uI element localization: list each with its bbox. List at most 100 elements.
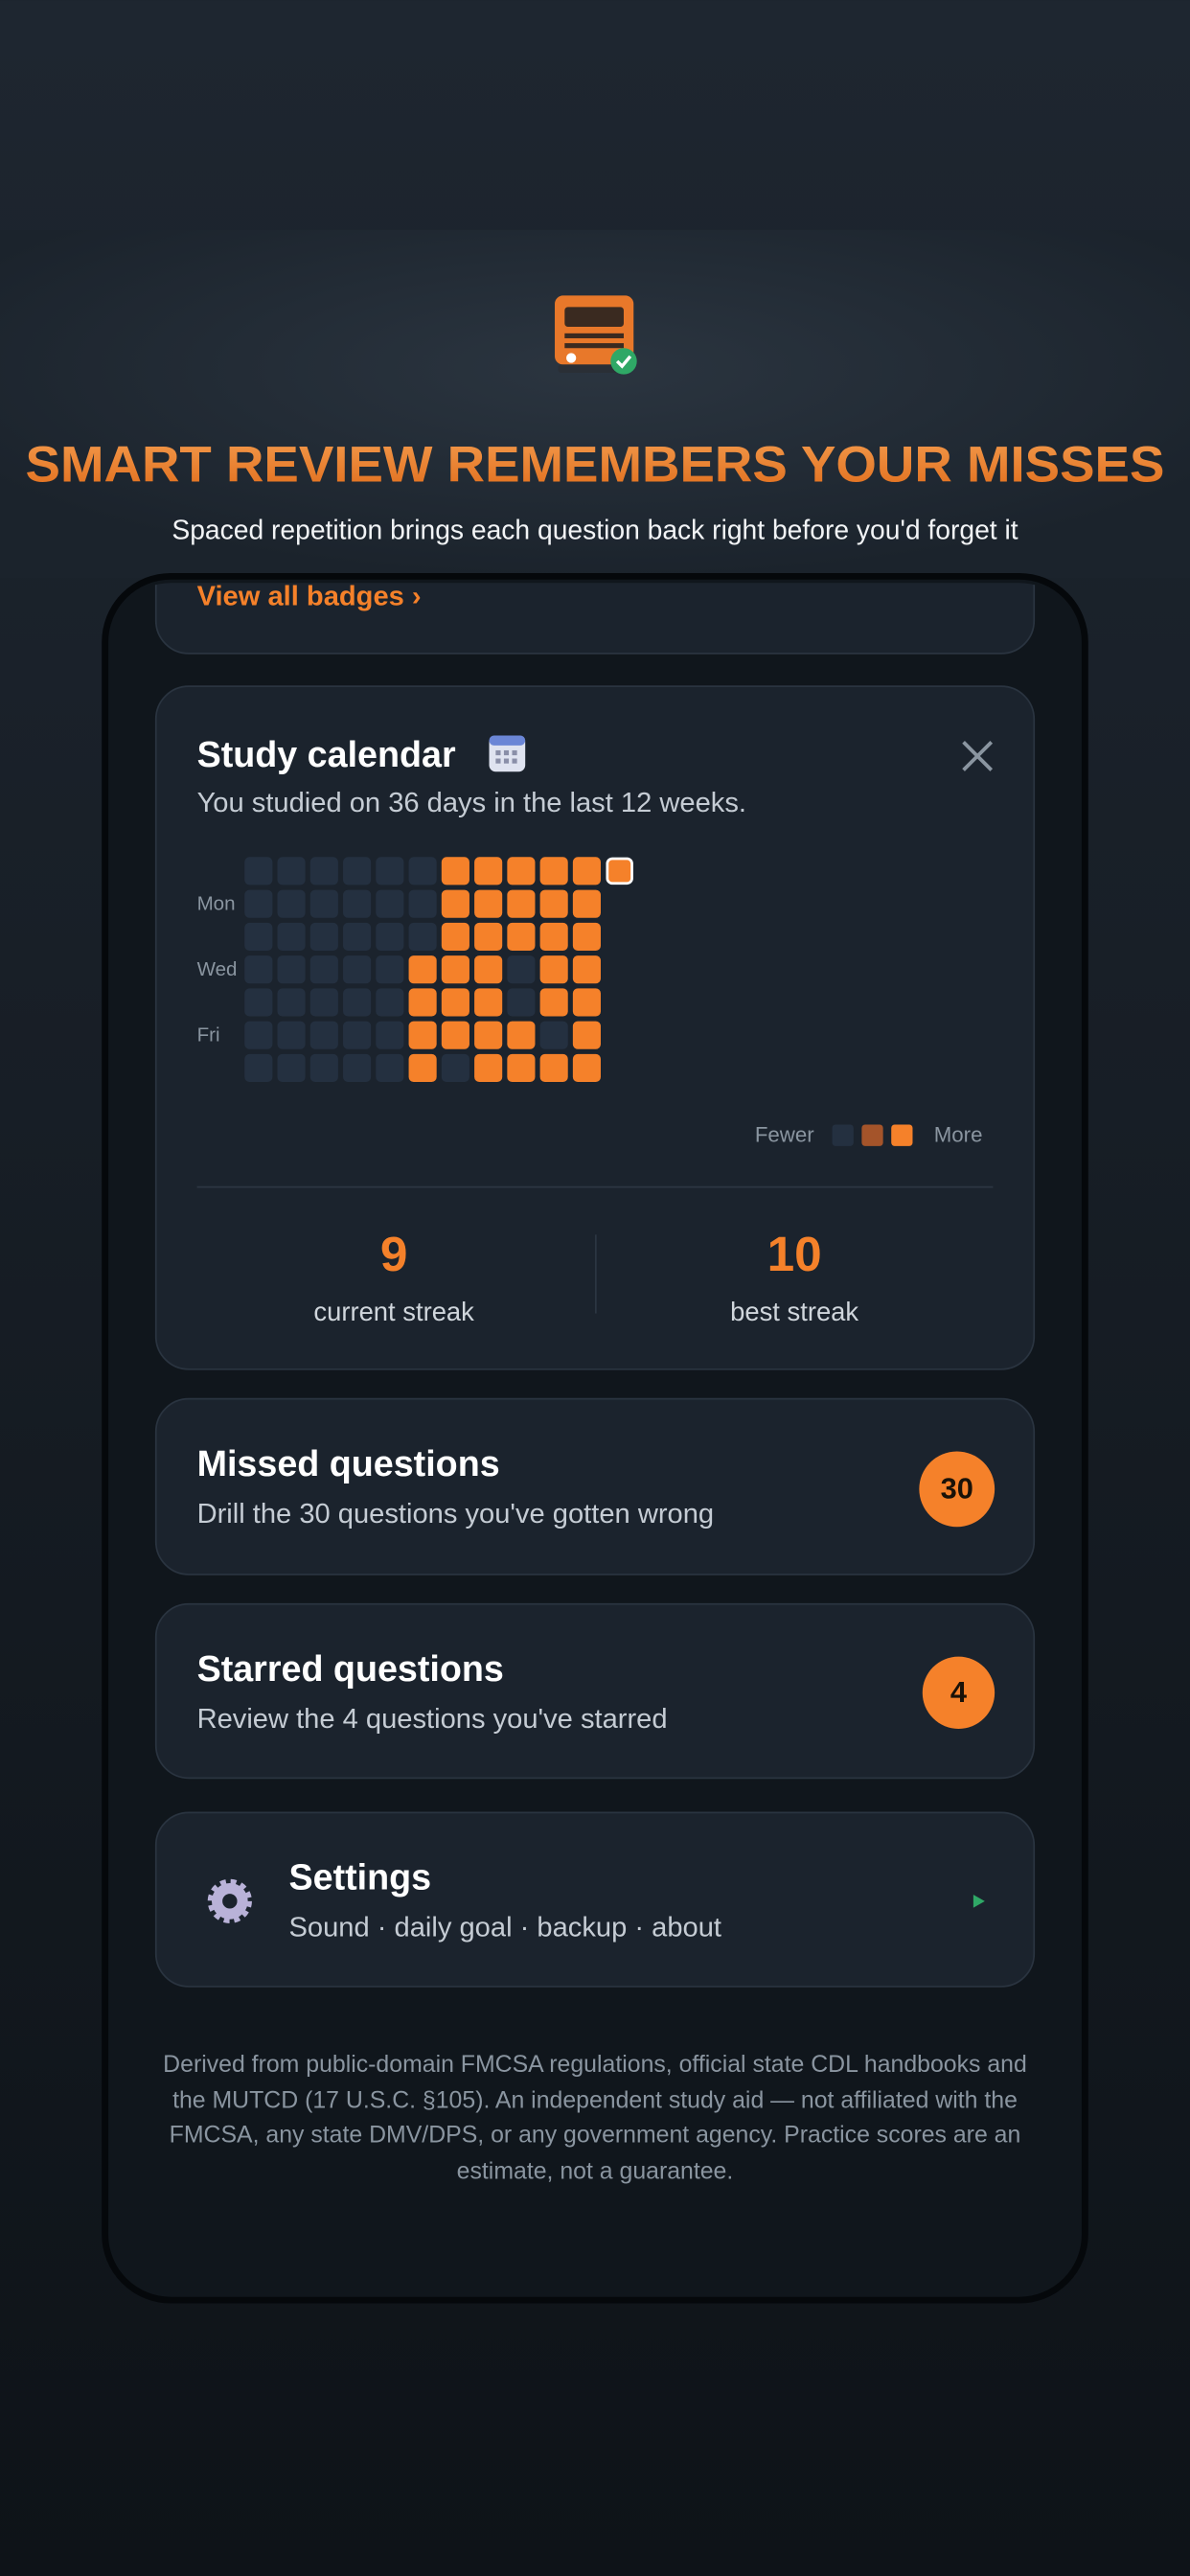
- day-cell: [343, 857, 372, 886]
- missed-card[interactable]: [154, 1397, 1036, 1576]
- day-cell: [376, 988, 404, 1017]
- day-cell: [244, 988, 273, 1017]
- starred-card[interactable]: [154, 1602, 1036, 1780]
- day-cell: [408, 988, 437, 1017]
- badges-card: [154, 583, 1036, 655]
- chevron: [973, 1894, 985, 1908]
- day-cell: [408, 922, 437, 951]
- phone-content: View all badges › Study calendar You stu…: [154, 581, 1036, 2185]
- day-cell: [441, 955, 469, 984]
- badges-link[interactable]: View all badges ›: [197, 581, 422, 611]
- day-cell: [244, 1021, 273, 1049]
- count: 4: [950, 1675, 967, 1709]
- day-cell: [474, 988, 503, 1017]
- gear-icon: [207, 1878, 252, 1923]
- day-cell: [309, 1021, 338, 1049]
- day-cell: [408, 857, 437, 886]
- day-cell: [309, 1053, 338, 1083]
- legend-swatch: [861, 1124, 883, 1146]
- day-cell: [408, 889, 437, 918]
- day-cell: [309, 988, 338, 1017]
- day-cell: [343, 955, 372, 984]
- day-cell: [376, 922, 404, 951]
- settings-subtitle: Sound · daily goal · backup · about: [289, 1913, 721, 1944]
- day-cell: [539, 889, 568, 918]
- day-cell: [441, 922, 469, 951]
- day-cell: [572, 922, 601, 951]
- day-cell: [474, 857, 503, 886]
- count: 30: [941, 1472, 973, 1506]
- calendar-icon: [489, 735, 526, 772]
- day-cell: [376, 1021, 404, 1049]
- day-cell: [572, 1021, 601, 1049]
- card-title: Missed questions: [197, 1443, 500, 1484]
- day-cell: [309, 889, 338, 918]
- day-cell: [474, 1053, 503, 1083]
- stat-label: best streak: [730, 1297, 858, 1326]
- day-cell: [376, 1053, 404, 1083]
- day-cell: [441, 1053, 469, 1083]
- day-cell: [277, 955, 306, 984]
- day-cell: [244, 857, 273, 886]
- day-cell: [441, 988, 469, 1017]
- day-cell: [572, 988, 601, 1017]
- card-subtitle: Drill the 30 questions you've gotten wro…: [197, 1499, 715, 1530]
- day-label: Mon: [197, 892, 236, 914]
- day-cell: [244, 1053, 273, 1083]
- footer-box: Derived from public-domain FMCSA regulat…: [163, 2052, 1027, 2185]
- day-cell: [539, 1021, 568, 1049]
- day-cell: [507, 955, 536, 984]
- close-button[interactable]: [962, 741, 994, 771]
- subheadline: Spaced repetition brings each question b…: [172, 515, 1018, 545]
- calendar-title: Study calendar: [197, 734, 456, 774]
- card-subtitle: Review the 4 questions you've starred: [197, 1704, 668, 1735]
- calendar-summary: You studied on 36 days in the last 12 we…: [197, 788, 746, 818]
- day-cell: [244, 922, 273, 951]
- day-cell: [474, 1021, 503, 1049]
- day-cell: [474, 955, 503, 984]
- day-cell: [408, 1021, 437, 1049]
- day-cell: [376, 889, 404, 918]
- stat-value: 9: [380, 1226, 408, 1281]
- day-cell: [376, 955, 404, 984]
- day-cell: [343, 1053, 372, 1083]
- day-cell: [539, 1053, 568, 1083]
- day-cell: [244, 889, 273, 918]
- day-cell: [309, 857, 338, 886]
- day-cell: [539, 922, 568, 951]
- day-label: Wed: [197, 958, 238, 980]
- day-cell: [572, 857, 601, 886]
- day-cell: [309, 955, 338, 984]
- legend-low: Fewer: [755, 1122, 814, 1146]
- day-cell: [507, 857, 536, 886]
- settings-title: Settings: [289, 1857, 432, 1898]
- legend: [832, 1124, 913, 1146]
- day-cell: [343, 988, 372, 1017]
- header-band: [0, 229, 1190, 579]
- day-cell: [539, 988, 568, 1017]
- footer: Derived from public-domain FMCSA regulat…: [163, 2052, 1027, 2185]
- card-title: Starred questions: [197, 1648, 504, 1689]
- legend-swatch: [832, 1124, 854, 1146]
- day-cell: [244, 955, 273, 984]
- stat-value: 10: [767, 1226, 822, 1281]
- day-cell: [343, 922, 372, 951]
- day-cell: [277, 857, 306, 886]
- day-cell: [343, 1021, 372, 1049]
- day-cell: [277, 988, 306, 1017]
- day-cell: [474, 922, 503, 951]
- day-cell: [572, 955, 601, 984]
- day-cell: [507, 922, 536, 951]
- day-cell: [572, 1053, 601, 1083]
- headline: SMART REVIEW REMEMBERS YOUR MISSES: [26, 436, 1165, 493]
- day-cell: [606, 857, 633, 886]
- settings-card[interactable]: [154, 1811, 1036, 1988]
- day-cell: [309, 922, 338, 951]
- count-badge: [919, 1451, 995, 1528]
- truck-icon: [555, 295, 637, 375]
- day-cell: [572, 889, 601, 918]
- day-cell: [507, 1053, 536, 1083]
- day-cell: [507, 1021, 536, 1049]
- day-cell: [539, 857, 568, 886]
